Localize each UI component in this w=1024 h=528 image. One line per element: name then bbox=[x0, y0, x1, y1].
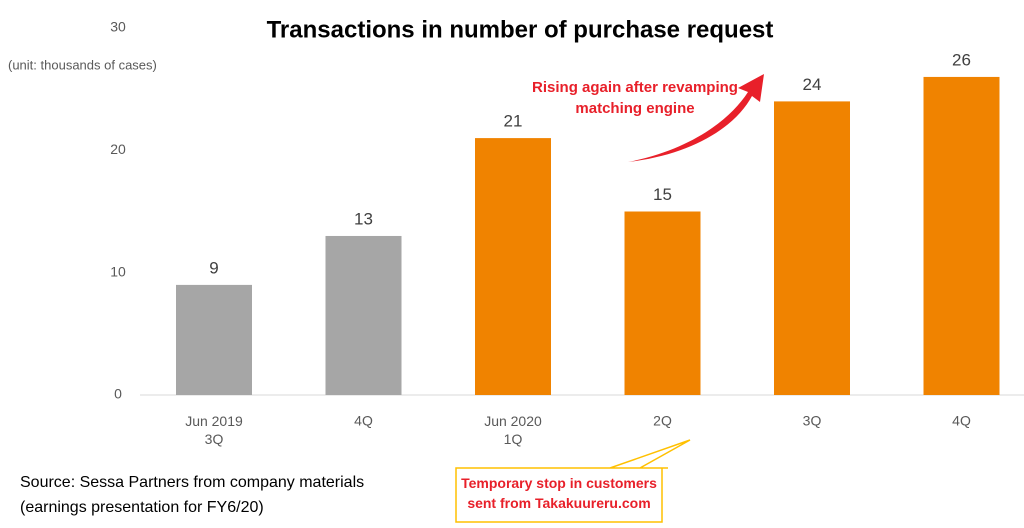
source-note: Source: Sessa Partners from company mate… bbox=[20, 474, 364, 516]
x-tick-label: 2Q bbox=[653, 413, 672, 429]
data-label: 26 bbox=[952, 50, 971, 69]
chart-title: Transactions in number of purchase reque… bbox=[267, 16, 774, 43]
bar bbox=[176, 284, 252, 395]
y-tick-label: 30 bbox=[110, 19, 126, 35]
annotation: Rising again after revamping matching eng… bbox=[532, 79, 738, 117]
data-label: 15 bbox=[653, 185, 672, 204]
x-tick-label: Jun 2020 1Q bbox=[484, 413, 542, 447]
arrow bbox=[628, 74, 764, 162]
data-label: 9 bbox=[209, 258, 218, 277]
y-axis-label: (unit: thousands of cases) bbox=[8, 57, 157, 72]
y-tick-label: 10 bbox=[110, 263, 126, 279]
x-tick-label: 3Q bbox=[803, 413, 822, 429]
annotation: Temporary stop in customers sent from Tak… bbox=[461, 475, 657, 511]
data-label: 13 bbox=[354, 209, 373, 228]
data-label: 21 bbox=[504, 112, 523, 131]
bar bbox=[325, 235, 402, 395]
x-tick-label: 4Q bbox=[354, 413, 373, 429]
bar bbox=[475, 138, 551, 395]
data-label: 24 bbox=[803, 75, 822, 94]
x-tick-label: 4Q bbox=[952, 413, 971, 429]
x-tick-label: Jun 2019 3Q bbox=[185, 413, 243, 447]
y-tick-label: 20 bbox=[110, 141, 126, 157]
bar bbox=[774, 101, 850, 396]
y-tick-label: 0 bbox=[114, 386, 122, 402]
callout-box bbox=[455, 439, 691, 523]
bar bbox=[624, 211, 701, 395]
bar bbox=[923, 76, 1000, 395]
